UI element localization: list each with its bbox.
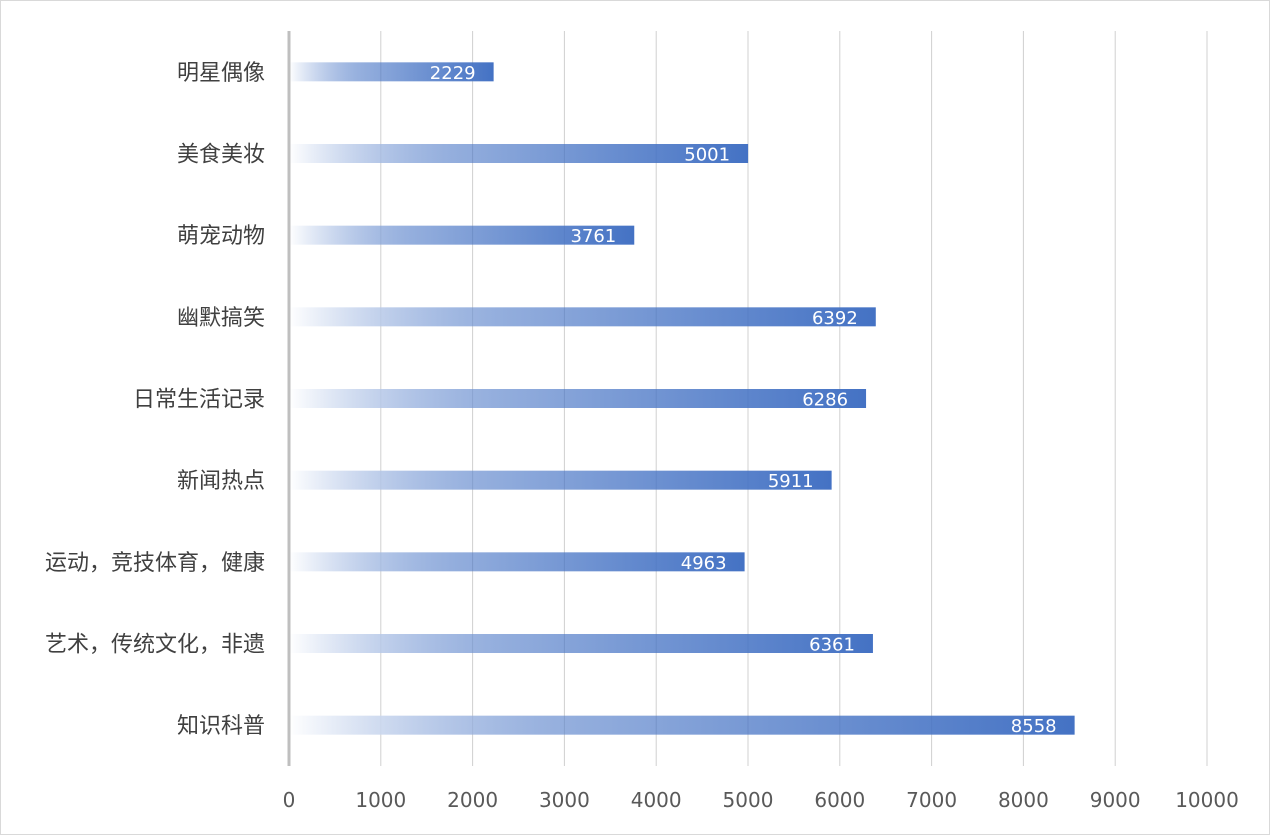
data-label-1: 5001 xyxy=(684,145,730,166)
x-tick-label-1000: 1000 xyxy=(355,788,406,812)
category-label-7: 艺术，传统文化，非遗 xyxy=(45,633,265,658)
data-label-7: 6361 xyxy=(809,635,855,656)
x-tick-label-0: 0 xyxy=(283,788,296,812)
category-label-0: 明星偶像 xyxy=(177,61,265,86)
x-tick-label-7000: 7000 xyxy=(906,788,957,812)
bar-4 xyxy=(289,389,867,408)
x-tick-label-10000: 10000 xyxy=(1175,788,1239,812)
x-tick-label-2000: 2000 xyxy=(447,788,498,812)
category-label-5: 新闻热点 xyxy=(177,469,265,494)
category-label-4: 日常生活记录 xyxy=(133,388,265,413)
category-label-2: 萌宠动物 xyxy=(177,224,265,249)
bar-8 xyxy=(289,715,1075,735)
x-tick-label-4000: 4000 xyxy=(631,788,682,812)
data-label-3: 6392 xyxy=(812,308,858,329)
bar-7 xyxy=(289,634,873,653)
category-label-1: 美食美妆 xyxy=(177,143,265,168)
category-label-8: 知识科普 xyxy=(177,714,265,739)
labels: 0 1000 2000 3000 4000 5000 6000 7000 8000 9000 100… xyxy=(45,61,1239,812)
x-tick-label-9000: 9000 xyxy=(1090,788,1141,812)
x-tick-label-6000: 6000 xyxy=(814,788,865,812)
x-tick-label-3000: 3000 xyxy=(539,788,590,812)
data-label-8: 8558 xyxy=(1011,716,1057,737)
data-label-6: 4963 xyxy=(681,553,727,574)
bar-2 xyxy=(289,225,635,245)
x-tick-label-8000: 8000 xyxy=(998,788,1049,812)
data-label-2: 3761 xyxy=(570,226,616,247)
data-label-4: 6286 xyxy=(802,390,848,411)
bar-0 xyxy=(289,62,494,82)
category-label-6: 运动，竞技体育，健康 xyxy=(45,551,265,576)
category-label-3: 幽默搞笑 xyxy=(177,306,265,331)
bars xyxy=(289,62,1075,735)
bar-1 xyxy=(289,144,749,163)
bar-6 xyxy=(289,552,745,572)
bar-3 xyxy=(289,307,876,327)
bar-5 xyxy=(289,470,832,490)
data-label-5: 5911 xyxy=(768,471,814,492)
x-tick-label-5000: 5000 xyxy=(723,788,774,812)
data-label-0: 2229 xyxy=(430,63,476,84)
